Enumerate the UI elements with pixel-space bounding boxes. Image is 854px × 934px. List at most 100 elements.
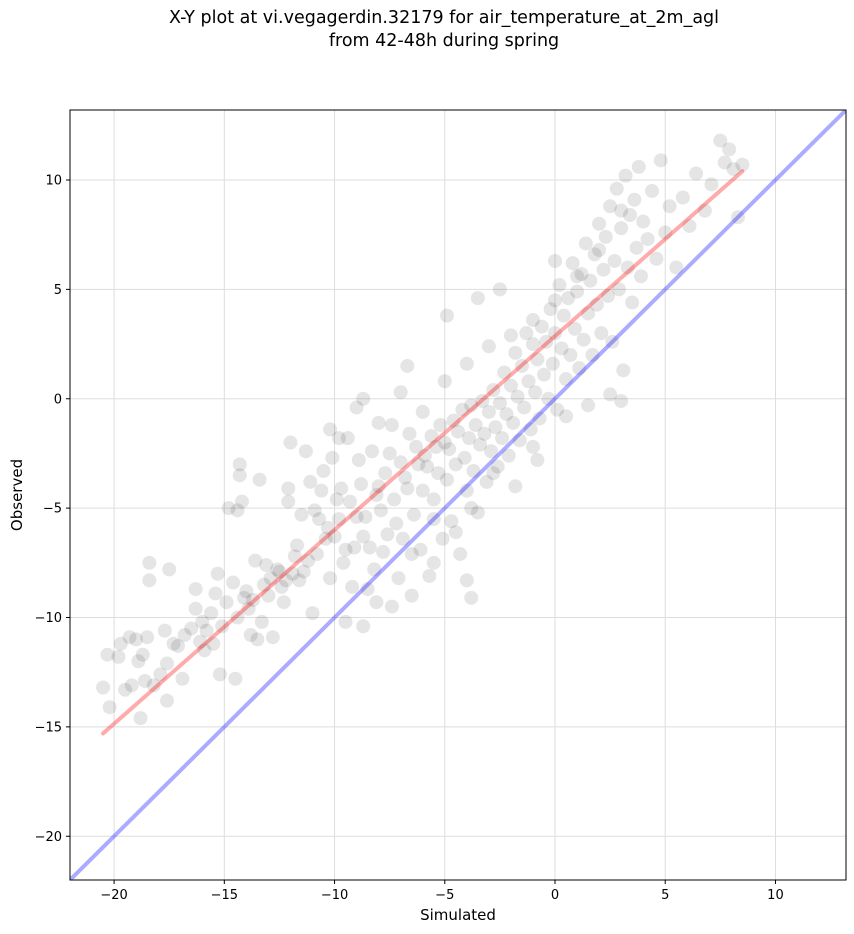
scatter-point: [605, 334, 620, 349]
scatter-point: [303, 474, 318, 489]
scatter-point: [274, 579, 289, 594]
scatter-point: [298, 444, 313, 459]
scatter-point: [400, 481, 415, 496]
scatter-point: [488, 420, 503, 435]
scatter-point: [697, 203, 712, 218]
scatter-point: [373, 503, 388, 518]
scatter-point: [437, 374, 452, 389]
scatter-point: [232, 457, 247, 472]
scatter-point: [146, 678, 161, 693]
scatter-point: [576, 332, 591, 347]
scatter-point: [331, 431, 346, 446]
scatter-point: [314, 483, 329, 498]
scatter-point: [550, 402, 565, 417]
scatter-point: [587, 247, 602, 262]
scatter-point: [435, 531, 450, 546]
scatter-point: [464, 501, 479, 516]
scatter-point: [327, 529, 342, 544]
x-tick-label: −20: [100, 888, 127, 903]
scatter-point: [442, 442, 457, 457]
scatter-point: [662, 199, 677, 214]
scatter-point: [301, 553, 316, 568]
scatter-point: [424, 428, 439, 443]
scatter-point: [219, 595, 234, 610]
scatter-point: [453, 547, 468, 562]
scatter-point: [519, 326, 534, 341]
scatter-point: [468, 418, 483, 432]
scatter-point: [215, 619, 230, 634]
scatter-point: [195, 614, 210, 629]
scatter-point: [481, 339, 496, 354]
scatter-point: [631, 159, 646, 174]
grid: [70, 110, 846, 880]
scatter-point: [137, 673, 152, 688]
scatter-point: [323, 422, 338, 437]
scatter-point: [142, 573, 157, 588]
scatter-point: [197, 643, 212, 658]
scatter-point: [358, 509, 373, 524]
scatter-point: [581, 398, 596, 413]
scatter-point: [682, 218, 697, 233]
scatter-point: [473, 437, 488, 452]
scatter-point: [417, 448, 432, 463]
scatter-point: [279, 573, 294, 588]
scatter-point: [559, 409, 574, 424]
scatter-point: [428, 439, 443, 454]
scatter-point: [455, 402, 470, 417]
scatter-point: [459, 483, 474, 498]
scatter-point: [283, 435, 298, 450]
scatter-point: [431, 466, 446, 481]
scatter-point: [603, 387, 618, 402]
scatter-point: [548, 293, 562, 308]
scatter-point: [495, 431, 510, 446]
scatter-point: [462, 431, 477, 446]
scatter-point: [118, 682, 133, 697]
scatter-point: [320, 520, 335, 535]
scatter-point: [735, 157, 750, 172]
scatter-point: [570, 284, 585, 299]
scatter-point: [281, 494, 296, 509]
scatter-point: [228, 671, 243, 686]
scatter-point: [354, 477, 368, 492]
scatter-point: [559, 372, 574, 387]
scatter-point: [234, 494, 249, 509]
scatter-point: [492, 282, 507, 297]
scatter-point: [316, 463, 331, 478]
scatter-point: [545, 356, 560, 371]
scatter-point: [331, 512, 346, 527]
scatter-point: [294, 507, 309, 522]
scatter-point: [530, 352, 545, 367]
scatter-point: [325, 450, 340, 465]
scatter-point: [210, 566, 225, 581]
scatter-point: [329, 492, 344, 507]
scatter-point: [523, 422, 538, 437]
scatter-point: [356, 391, 371, 406]
scatter-point: [296, 564, 311, 579]
scatter-point: [415, 404, 430, 419]
scatter-point: [263, 571, 278, 586]
scatter-point: [437, 435, 452, 450]
scatter-point: [479, 474, 494, 489]
scatter-point: [658, 225, 673, 240]
scatter-point: [349, 509, 364, 524]
scatter-point: [129, 632, 144, 647]
scatter-point: [503, 378, 518, 393]
scatter-point: [281, 481, 296, 496]
scatter-point: [199, 623, 214, 638]
scatter-point: [292, 573, 307, 588]
scatter-point: [131, 654, 146, 669]
scatter-point: [305, 606, 320, 621]
scatter-point: [614, 393, 629, 408]
scatter-point: [276, 595, 291, 610]
scatter-point: [572, 361, 587, 376]
scatter-point: [309, 547, 324, 562]
scatter-point: [307, 503, 322, 518]
scatter-point: [270, 562, 285, 577]
scatter-point: [171, 638, 186, 653]
scatter-point: [250, 632, 265, 647]
scatter-point: [616, 363, 631, 378]
scatter-point: [369, 488, 384, 502]
scatter-point: [607, 253, 622, 268]
scatter-point: [470, 291, 485, 306]
scatter-point: [257, 577, 271, 592]
